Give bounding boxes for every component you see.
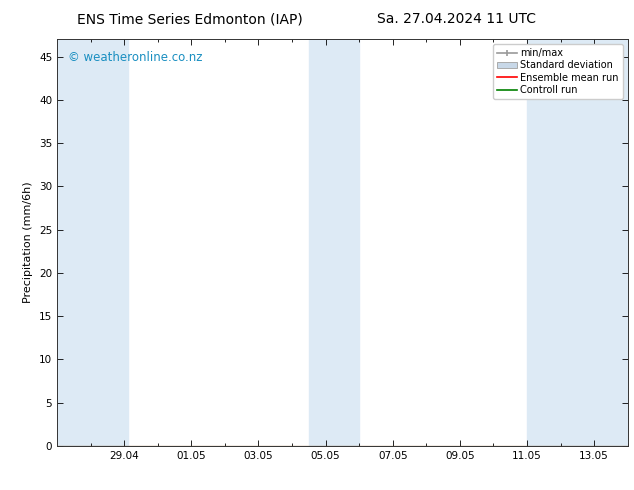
Bar xyxy=(57,39,127,446)
Y-axis label: Precipitation (mm/6h): Precipitation (mm/6h) xyxy=(23,182,34,303)
Text: © weatheronline.co.nz: © weatheronline.co.nz xyxy=(68,51,203,64)
Text: ENS Time Series Edmonton (IAP): ENS Time Series Edmonton (IAP) xyxy=(77,12,303,26)
Text: Sa. 27.04.2024 11 UTC: Sa. 27.04.2024 11 UTC xyxy=(377,12,536,26)
Bar xyxy=(527,39,628,446)
Bar xyxy=(309,39,359,446)
Legend: min/max, Standard deviation, Ensemble mean run, Controll run: min/max, Standard deviation, Ensemble me… xyxy=(493,44,623,99)
